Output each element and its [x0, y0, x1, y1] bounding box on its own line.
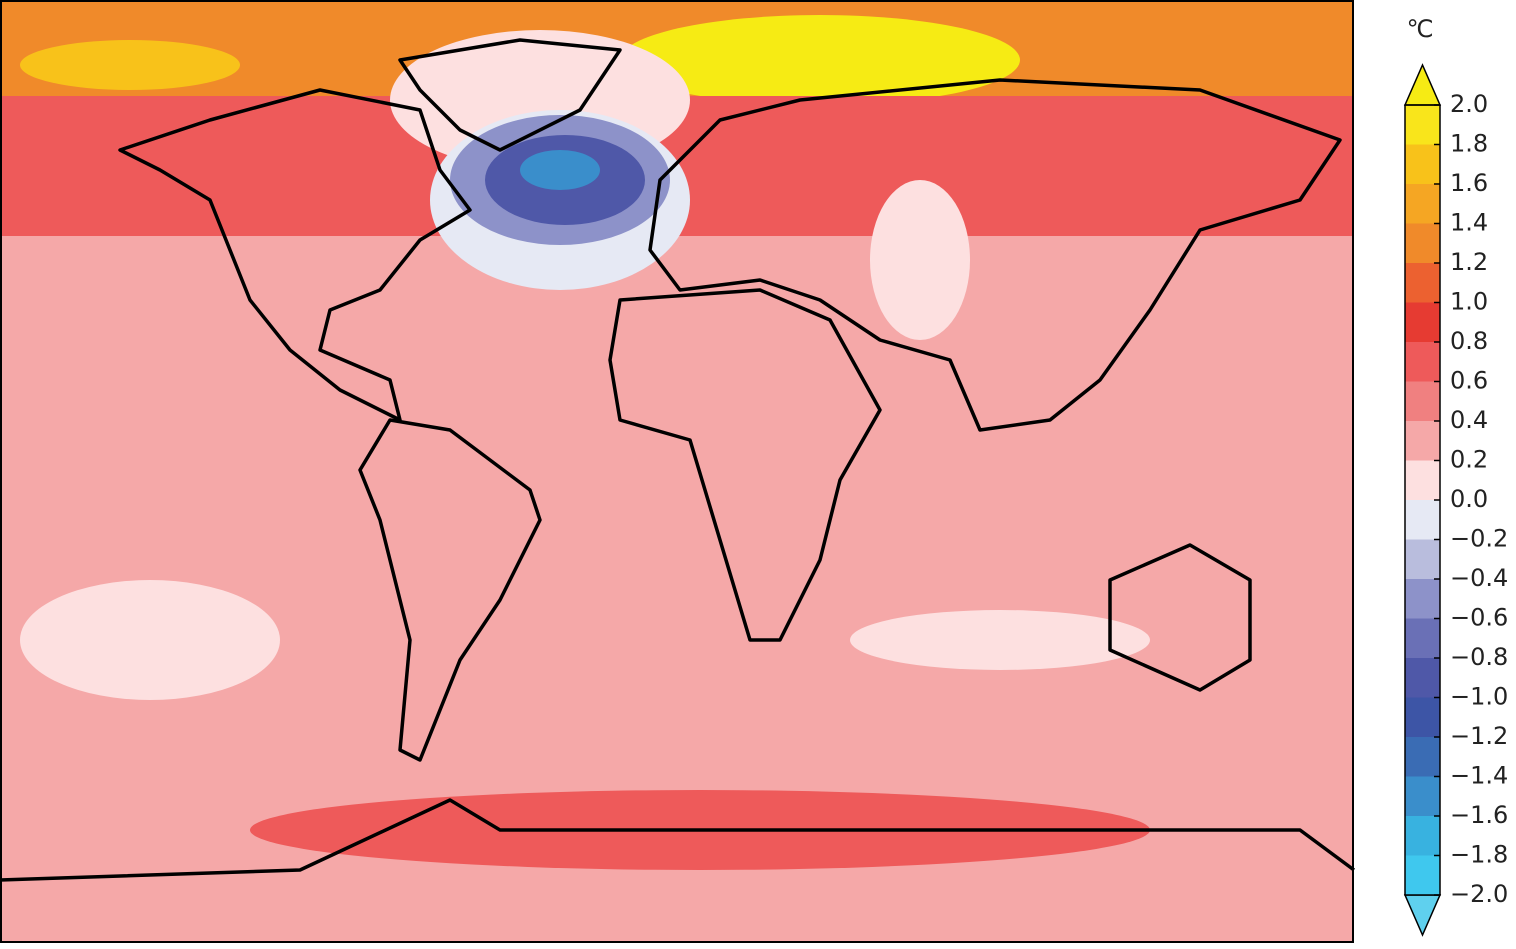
colorbar-tick-label: 2.0 — [1450, 90, 1488, 118]
mild-patch — [850, 610, 1150, 670]
colorbar-tick-label: −0.8 — [1450, 643, 1508, 671]
colorbar-band — [1405, 381, 1440, 421]
map — [0, 0, 1356, 943]
colorbar-band — [1405, 223, 1440, 263]
colorbar-band — [1405, 816, 1440, 856]
south-america — [358, 418, 542, 762]
colorbar-extend-high — [1403, 63, 1442, 106]
mild-patch — [870, 180, 970, 340]
colorbar-tick-label: 1.0 — [1450, 288, 1488, 316]
colorbar-tick-label: 1.4 — [1450, 209, 1488, 237]
colorbar-tick-label: −1.6 — [1450, 801, 1508, 829]
colorbar-band — [1405, 421, 1440, 461]
colorbar-band — [1405, 658, 1440, 698]
colorbar-tick-label: 0.4 — [1450, 406, 1488, 434]
colorbar-band — [1405, 342, 1440, 382]
colorbar-unit: ℃ — [1407, 15, 1434, 43]
colorbar-extend-low — [1403, 894, 1442, 937]
cool-patch — [520, 150, 600, 190]
colorbar-tick-label: 0.2 — [1450, 446, 1488, 474]
greenland — [398, 38, 622, 152]
colorbar-tick-label: −1.2 — [1450, 722, 1508, 750]
colorbar-band — [1405, 539, 1440, 579]
colorbar-tick-label: −0.6 — [1450, 604, 1508, 632]
colorbar-band — [1405, 144, 1440, 184]
colorbar-band — [1405, 579, 1440, 619]
colorbar-tick-label: 0.6 — [1450, 367, 1488, 395]
colorbar-tick-label: 1.6 — [1450, 169, 1488, 197]
colorbar-band — [1405, 500, 1440, 540]
colorbar-tick-label: 0.8 — [1450, 327, 1488, 355]
colorbar-band — [1405, 184, 1440, 224]
colorbar-tick-label: −1.0 — [1450, 683, 1508, 711]
north-america — [118, 88, 472, 422]
colorbar-tick-label: −2.0 — [1450, 880, 1508, 908]
antarctica — [0, 798, 1356, 882]
colorbar-band — [1405, 697, 1440, 737]
warm-patch — [620, 15, 1020, 105]
colorbar-band — [1405, 302, 1440, 342]
mild-patch — [20, 580, 280, 700]
eurasia — [648, 78, 1342, 432]
australia — [1108, 543, 1252, 692]
colorbar-tick-label: 0.0 — [1450, 485, 1488, 513]
colorbar-tick-label: −1.8 — [1450, 841, 1508, 869]
warm-patch — [20, 40, 240, 90]
colorbar-tick-label: 1.8 — [1450, 130, 1488, 158]
colorbar-band — [1405, 105, 1440, 145]
africa — [608, 288, 882, 642]
map-frame — [0, 0, 1354, 943]
colorbar-tick-label: 1.2 — [1450, 248, 1488, 276]
colorbar-band — [1405, 263, 1440, 303]
colorbar: 2.0 1.8 1.6 1.4 1.2 1.0 0.8 0.6 0.4 0.2 0.0 −0.2 −0.… — [1403, 63, 1508, 937]
colorbar-band — [1405, 460, 1440, 500]
colorbar-band — [1405, 737, 1440, 777]
colorbar-tick-label: −1.4 — [1450, 762, 1508, 790]
colorbar-band — [1405, 855, 1440, 895]
colorbar-band — [1405, 618, 1440, 658]
colorbar-band — [1405, 776, 1440, 816]
colorbar-tick-label: −0.4 — [1450, 564, 1508, 592]
colorbar-tick-label: −0.2 — [1450, 525, 1508, 553]
